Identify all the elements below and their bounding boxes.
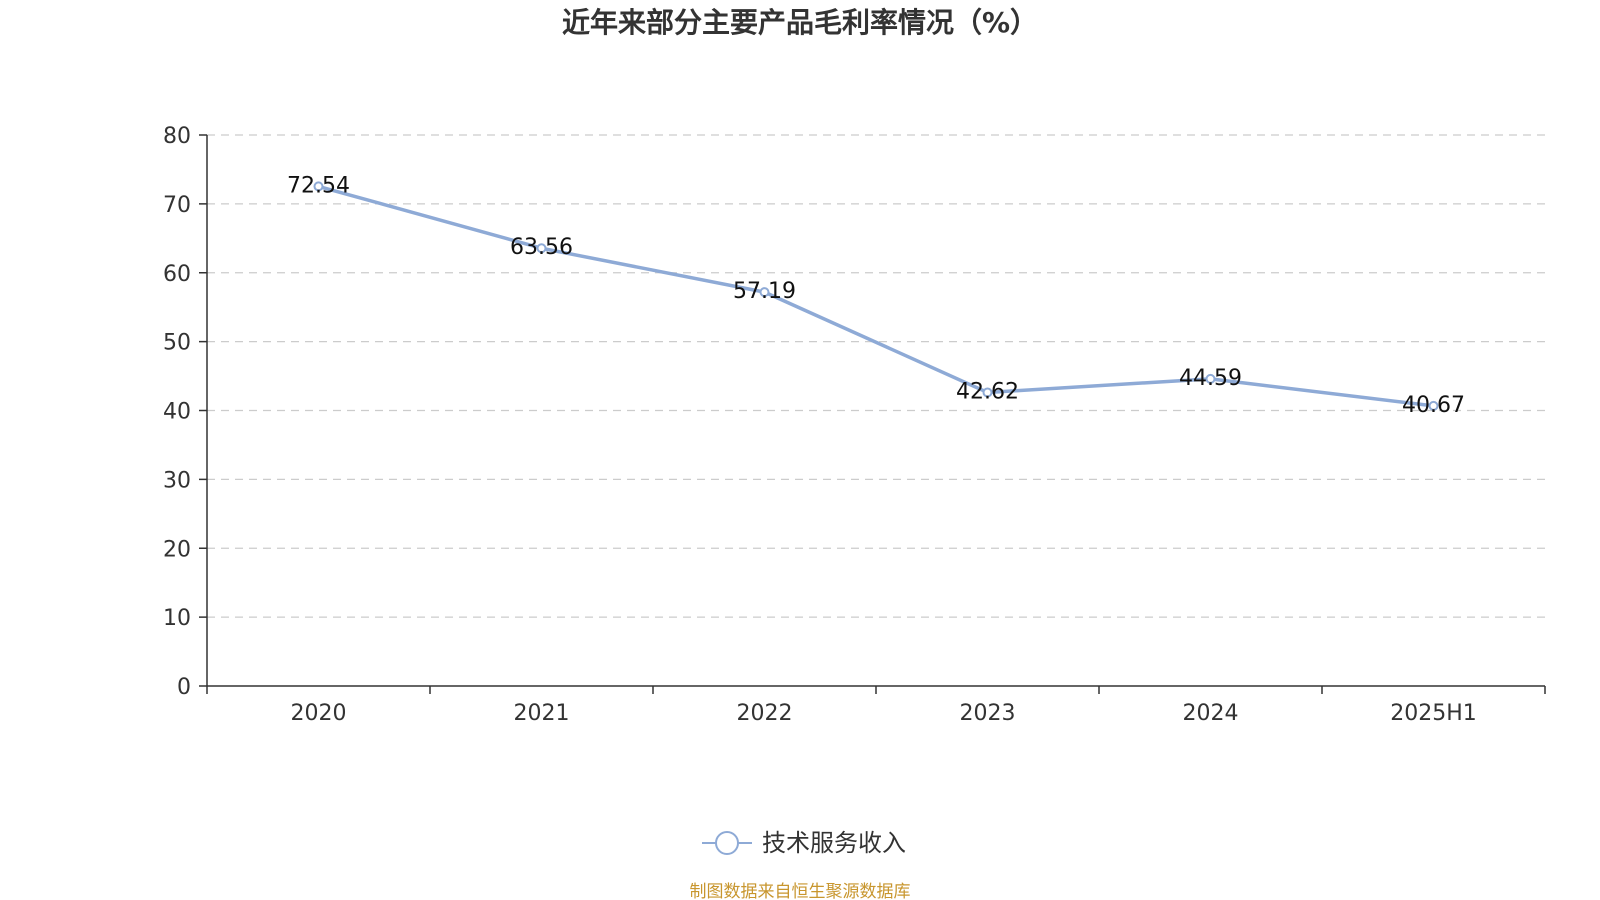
legend-label: 技术服务收入 xyxy=(762,829,906,857)
legend-marker-icon xyxy=(715,831,739,855)
y-tick-label: 0 xyxy=(177,675,191,700)
y-tick-label: 20 xyxy=(163,537,191,562)
y-tick-label: 40 xyxy=(163,400,191,425)
x-tick-label: 2024 xyxy=(1183,701,1239,726)
x-tick-label: 2023 xyxy=(960,701,1016,726)
grid-lines xyxy=(207,134,1545,618)
data-label: 63.56 xyxy=(510,235,573,260)
chart-title: 近年来部分主要产品毛利率情况（%） xyxy=(562,6,1038,39)
data-label: 40.67 xyxy=(1402,393,1465,418)
data-point xyxy=(1205,373,1216,384)
y-tick-label: 30 xyxy=(163,468,191,493)
data-label: 57.19 xyxy=(733,279,796,304)
series-technical-service xyxy=(313,181,1439,411)
data-point xyxy=(1428,400,1439,411)
series-line xyxy=(316,184,1436,408)
data-point xyxy=(982,387,993,398)
data-point xyxy=(313,181,324,192)
data-label: 42.62 xyxy=(956,379,1019,404)
data-label: 44.59 xyxy=(1179,366,1242,391)
axes: 0 10 20 30 40 50 60 70 80 2020 2021 2022 2023 2024 202… xyxy=(163,124,1546,726)
source-note: 制图数据来自恒生聚源数据库 xyxy=(690,882,911,900)
data-point xyxy=(536,243,547,254)
data-label: 72.54 xyxy=(287,173,350,198)
y-tick-label: 50 xyxy=(163,331,191,356)
x-tick-label: 2022 xyxy=(737,701,793,726)
y-tick-label: 60 xyxy=(163,262,191,287)
data-labels: 72.54 63.56 57.19 42.62 44.59 40.67 xyxy=(287,173,1465,418)
legend[interactable]: 技术服务收入 xyxy=(702,829,906,857)
x-tick-label: 2025H1 xyxy=(1390,701,1477,726)
x-tick-label: 2021 xyxy=(514,701,570,726)
y-tick-label: 70 xyxy=(163,193,191,218)
y-tick-label: 80 xyxy=(163,124,191,149)
data-point xyxy=(759,287,770,298)
x-tick-label: 2020 xyxy=(291,701,347,726)
y-tick-label: 10 xyxy=(163,606,191,631)
